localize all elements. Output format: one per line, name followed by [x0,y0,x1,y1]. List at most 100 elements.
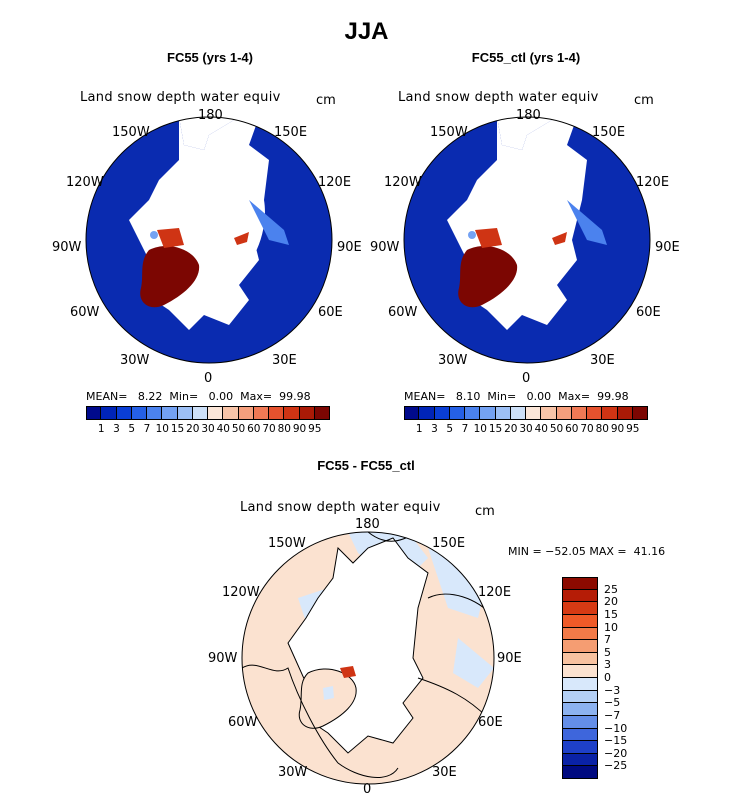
panel-2-lon-120w: 120W [384,175,422,190]
panel-2-colorbar-swatch [541,406,557,420]
panel-3-colorbar-swatch [562,703,598,716]
panel-1-lon-0: 0 [204,371,213,386]
panel-3-colorbar-tick-label: −5 [604,696,621,710]
panel-3-colorbar-tick-label: 3 [604,658,611,672]
panel-3-colorbar-tick-label: 20 [604,595,618,609]
panel-2-colorbar-tick-label: 50 [549,423,564,435]
panel-1-lon-150e: 150E [274,125,308,140]
panel-2-colorbar-tick-label: 40 [534,423,548,435]
panel-3-lon-180: 180 [355,517,380,532]
panel-1-colorbar-tick-label: 95 [308,423,322,435]
panel-3-colorbar-tick-label: 25 [604,582,618,596]
panel-2-colorbar-swatch [404,406,420,420]
panel-2-lon-60e: 60E [636,305,661,320]
panel-2-colorbar-swatch [526,406,542,420]
panel-3-colorbar-swatch [562,627,598,641]
panel-1-colorbar-swatch [208,406,224,420]
panel-3-colorbar-tick-label: −25 [604,759,628,773]
panel-2-map [403,116,651,364]
panel-3-colorbar-swatch [562,665,598,678]
panel-1-colorbar-tick-label: 7 [143,423,151,435]
panel-1-colorbar-swatch [238,406,254,420]
panel-2-colorbar-tick-label: 10 [473,423,487,435]
panel-1-colorbar-swatch [269,406,285,420]
panel-2-lon-30e: 30E [590,353,615,368]
panel-3-colorbar-swatch [562,753,598,767]
panel-1-colorbar-swatch [314,406,330,420]
panel-1-colorbar-tick-label: 15 [170,423,185,435]
panel-2-max: 99.98 [597,390,629,403]
panel-1-colorbar-swatch [162,406,178,420]
panel-3-colorbar-tick-label: 7 [604,633,611,647]
panel-3-stats: MIN = −52.05 MAX = 41.16 [508,545,666,558]
panel-1-colorbar-tick-label: 80 [277,423,291,435]
panel-2-lon-90w: 90W [370,240,400,255]
panel-3-title: FC55 - FC55_ctl [317,458,415,473]
panel-2-colorbar-swatch [556,406,572,420]
panel-1-variable-title: Land snow depth water equiv [80,90,281,105]
panel-3-lon-150e: 150E [432,536,466,551]
panel-2-colorbar-swatch [587,406,603,420]
panel-1-colorbar-swatch [177,406,193,420]
panel-1-colorbar-swatch [253,406,269,420]
panel-1-title: FC55 (yrs 1-4) [167,50,253,65]
panel-1-colorbar [86,406,330,420]
panel-2-colorbar-tick-label: 15 [488,423,503,435]
panel-3-colorbar-tick-label: −20 [604,746,628,760]
panel-3-lon-90e: 90E [497,651,522,666]
panel-2-lon-90e: 90E [655,240,680,255]
panel-3-units: cm [475,504,495,519]
panel-2-mean: 8.10 [455,390,481,403]
panel-1-colorbar-swatch [147,406,163,420]
panel-2-mean-label: MEAN= [404,390,446,403]
panel-3-polar-plot [241,531,495,785]
panel-1-colorbar-swatch [116,406,132,420]
panel-1-lon-150w: 150W [112,125,150,140]
panel-1-colorbar-swatch [131,406,147,420]
panel-3-colorbar-swatch [562,766,598,779]
panel-2-colorbar-tick-label: 3 [431,423,438,435]
panel-3-map [241,531,495,785]
panel-1-mean: 8.22 [137,390,163,403]
panel-2-colorbar-swatch [617,406,633,420]
panel-1-colorbar-tick-label: 60 [247,423,261,435]
panel-1-colorbar-tick-label: 10 [155,423,169,435]
panel-2-lon-30w: 30W [438,353,468,368]
panel-1-colorbar-tick-label: 30 [201,423,215,435]
panel-2-colorbar-tick-label: 20 [504,423,518,435]
panel-2-colorbar-tick-label: 80 [595,423,609,435]
panel-3-lon-60w: 60W [228,715,258,730]
panel-1-colorbar-tick-label: 3 [113,423,120,435]
panel-3-colorbar-tick-label: −15 [604,734,628,748]
panel-3-colorbar-swatch [562,614,598,628]
panel-3-colorbar-swatch [562,602,598,615]
panel-2-units: cm [634,93,654,108]
panel-2-title: FC55_ctl (yrs 1-4) [471,50,581,65]
panel-3-lon-120e: 120E [478,585,512,600]
panel-1-lon-180: 180 [198,108,223,123]
panel-3-colorbar-swatch [562,741,598,754]
panel-2-lon-60w: 60W [388,305,418,320]
panel-1-colorbar-swatch [192,406,208,420]
panel-1-min: 0.00 [208,390,234,403]
panel-2-lon-120e: 120E [636,175,670,190]
panel-2-lon-150w: 150W [430,125,468,140]
panel-3-colorbar-tick-label: 10 [604,620,618,634]
panel-1-lon-60w: 60W [70,305,100,320]
panel-1-lon-60e: 60E [318,305,343,320]
panel-3-colorbar-swatch [562,652,598,666]
panel-2-colorbar-swatch [632,406,648,420]
panel-1-lon-90e: 90E [337,240,362,255]
panel-3-colorbar-swatch [562,577,598,590]
panel-2-colorbar-tick-label: 90 [610,423,625,435]
panel-1-colorbar-swatch [299,406,315,420]
panel-1-colorbar-tick-label: 1 [97,423,105,435]
panel-2-colorbar-tick-label: 70 [580,423,594,435]
panel-1-lon-120w: 120W [66,175,104,190]
panel-2-colorbar-swatch [465,406,481,420]
panel-3-colorbar [562,577,598,779]
panel-1-lon-30w: 30W [120,353,150,368]
panel-1-lon-30e: 30E [272,353,297,368]
panel-3-colorbar-tick-label: 0 [604,671,611,684]
panel-3-colorbar-tick-label: −10 [604,721,628,735]
